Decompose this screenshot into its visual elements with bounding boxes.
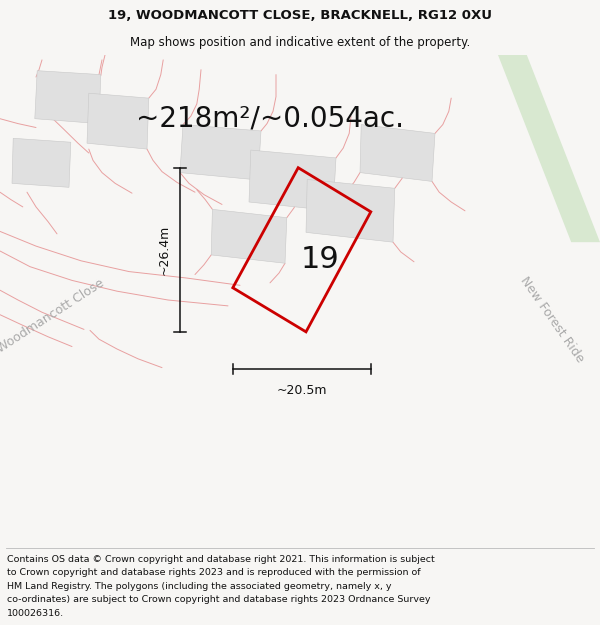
Text: Map shows position and indicative extent of the property.: Map shows position and indicative extent… [130,36,470,49]
Text: co-ordinates) are subject to Crown copyright and database rights 2023 Ordnance S: co-ordinates) are subject to Crown copyr… [7,596,431,604]
Polygon shape [498,55,600,242]
Text: HM Land Registry. The polygons (including the associated geometry, namely x, y: HM Land Registry. The polygons (includin… [7,582,392,591]
Text: Contains OS data © Crown copyright and database right 2021. This information is : Contains OS data © Crown copyright and d… [7,554,435,564]
Text: 100026316.: 100026316. [7,609,64,618]
Polygon shape [306,179,395,242]
Polygon shape [180,124,261,180]
Polygon shape [35,71,101,124]
Text: New Forest Ride: New Forest Ride [518,274,586,365]
Polygon shape [87,93,149,149]
Text: ~218m²/~0.054ac.: ~218m²/~0.054ac. [136,105,404,132]
Text: to Crown copyright and database rights 2023 and is reproduced with the permissio: to Crown copyright and database rights 2… [7,568,421,578]
Text: ~20.5m: ~20.5m [277,384,327,398]
Polygon shape [211,209,287,263]
Polygon shape [12,138,71,188]
Text: ~26.4m: ~26.4m [158,224,171,275]
Polygon shape [360,124,435,181]
Text: 19, WOODMANCOTT CLOSE, BRACKNELL, RG12 0XU: 19, WOODMANCOTT CLOSE, BRACKNELL, RG12 0… [108,9,492,22]
Polygon shape [249,150,336,211]
Text: Woodmancott Close: Woodmancott Close [0,276,107,355]
Text: 19: 19 [301,245,340,274]
